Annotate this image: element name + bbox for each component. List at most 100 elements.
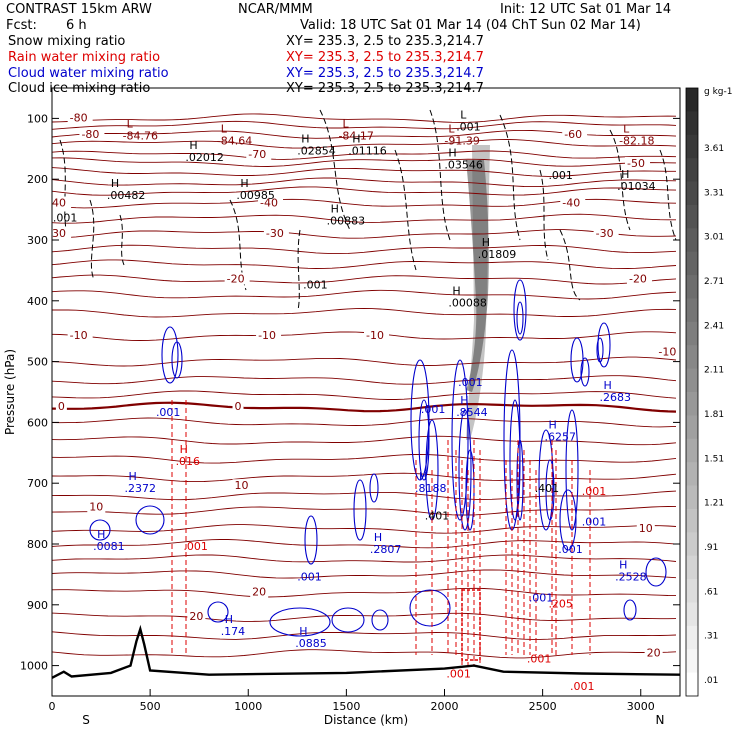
- cloud-water-contour: [451, 359, 469, 521]
- isotherm-label: -40: [562, 197, 580, 210]
- colorbar-tick-label: 3.61: [704, 144, 724, 154]
- fcst-value: 6 h: [66, 18, 87, 33]
- cloud-water-contour: [516, 439, 524, 521]
- extremum-value: .001: [527, 652, 552, 665]
- contour-label-bg: [562, 127, 588, 140]
- isotherm-line: [52, 506, 677, 516]
- isotherm-line: [52, 454, 677, 464]
- contour-label-bg: [256, 329, 282, 342]
- cloud-water-contour: [161, 326, 179, 384]
- contour-label-bg: [55, 400, 67, 413]
- colorbar-swatch: [686, 204, 698, 229]
- contour-label-bg: [246, 147, 272, 160]
- extremum-letter: H: [482, 236, 490, 249]
- colorbar-tick-label: .61: [704, 587, 718, 597]
- colorbar-tick-label: 3.01: [704, 233, 724, 243]
- snow-shade-core: [466, 160, 489, 392]
- cloud-ice-contours: [59, 109, 677, 311]
- y-tick-label: 300: [27, 234, 48, 247]
- cloud-water-contour: [516, 301, 524, 335]
- y-tick-label: 100: [27, 112, 48, 125]
- field-xy-snow: XY= 235.3, 2.5 to 235.3,214.7: [286, 34, 484, 49]
- temperature-contours: [52, 113, 677, 659]
- isotherm-label: 10: [89, 501, 103, 514]
- extremum-letter: H: [549, 418, 557, 431]
- extremum-value: .001: [53, 212, 78, 225]
- y-tick-label: 200: [27, 173, 48, 186]
- extremum-value: .8544: [456, 406, 488, 419]
- field-xy-rain: XY= 235.3, 2.5 to 235.3,214.7: [286, 50, 484, 65]
- field-name-cloud-water: Cloud water mixing ratio: [8, 66, 169, 81]
- extremum-letter: L: [448, 122, 455, 135]
- x-axis-title: Distance (km): [324, 713, 408, 727]
- fcst-label: Fcst:: [6, 18, 37, 33]
- extremum-value: .01809: [478, 248, 516, 261]
- contour-label-bg: [263, 226, 289, 239]
- isotherm-line: [52, 213, 676, 224]
- isotherm-label: -40: [48, 197, 66, 210]
- isotherm-line: [52, 356, 677, 367]
- cloud-water-contour: [565, 409, 579, 531]
- terrain-line-path: [51, 624, 681, 679]
- colorbar-swatch: [686, 485, 698, 510]
- extremum-value: .6257: [545, 430, 577, 443]
- cloud-water-contour: [645, 557, 667, 587]
- field-xy-cloud-water: XY= 235.3, 2.5 to 235.3,214.7: [286, 66, 484, 81]
- colorbar-swatch: [686, 555, 698, 580]
- extremum-letter: H: [352, 133, 360, 146]
- field-name-snow: Snow mixing ratio: [8, 34, 126, 49]
- colorbar-swatch: [686, 275, 698, 299]
- colorbar-swatch: [686, 532, 698, 557]
- x-end-label-north: N: [656, 713, 665, 727]
- colorbar-tick-label: .01: [704, 676, 718, 686]
- colorbar-swatch: [686, 415, 698, 440]
- extremum-value: -91.39: [444, 134, 479, 147]
- colorbar-unit: g kg-1: [704, 87, 732, 97]
- isotherm-label: -80: [81, 128, 99, 141]
- colorbar-swatch: [686, 345, 698, 370]
- isotherm-label: 0: [235, 400, 242, 413]
- colorbar-tick-label: 2.11: [704, 366, 724, 376]
- y-tick-label: 1000: [20, 660, 48, 673]
- x-tick-label: 2500: [529, 700, 557, 713]
- contour-label-bg: [364, 329, 389, 342]
- cloud-water-contour: [465, 449, 475, 531]
- extremum-letter: H: [129, 470, 137, 483]
- isotherm-line: [52, 244, 677, 255]
- isotherm-label: -30: [266, 227, 284, 240]
- colorbar-swatch: [686, 508, 698, 533]
- extremum-letter: L: [342, 118, 349, 131]
- contour-label-bg: [224, 272, 250, 285]
- extremum-letter: L: [127, 118, 134, 131]
- isotherm-label: -10: [658, 345, 676, 358]
- isotherm-label: -10: [366, 329, 384, 342]
- cloud-water-contour: [269, 607, 331, 637]
- cloud-water-contour: [418, 399, 430, 481]
- extremum-value: .03546: [444, 159, 483, 172]
- extremum-value: .001: [456, 120, 481, 133]
- isotherm-line: [52, 308, 677, 318]
- cloud-water-contour: [596, 337, 604, 363]
- extremum-value: .2807: [370, 543, 402, 556]
- colorbar-swatch: [686, 649, 698, 674]
- cloud-ice-contour: [297, 229, 301, 311]
- contour-label-bg: [52, 226, 72, 239]
- isotherm-line: [52, 472, 677, 483]
- cloud-water-contour: [331, 607, 365, 633]
- cloud-water-contour: [409, 589, 451, 627]
- extremum-value: .02854: [297, 145, 336, 158]
- colorbar-frame: [685, 87, 699, 697]
- plot-frame: [51, 87, 681, 697]
- x-tick-label: 1500: [332, 700, 360, 713]
- isotherm-label: -30: [48, 227, 66, 240]
- contour-label-bg: [67, 329, 93, 342]
- cloud-ice-contour: [609, 129, 631, 231]
- colorbar-swatch: [686, 368, 698, 393]
- cloud-water-contour: [207, 601, 229, 623]
- isotherm-line: [52, 167, 676, 177]
- extremum-value: .01116: [348, 145, 387, 158]
- colorbar-tick-label: .91: [704, 543, 718, 553]
- contour-label-bg: [644, 646, 663, 659]
- extremum-value: .00985: [236, 189, 275, 202]
